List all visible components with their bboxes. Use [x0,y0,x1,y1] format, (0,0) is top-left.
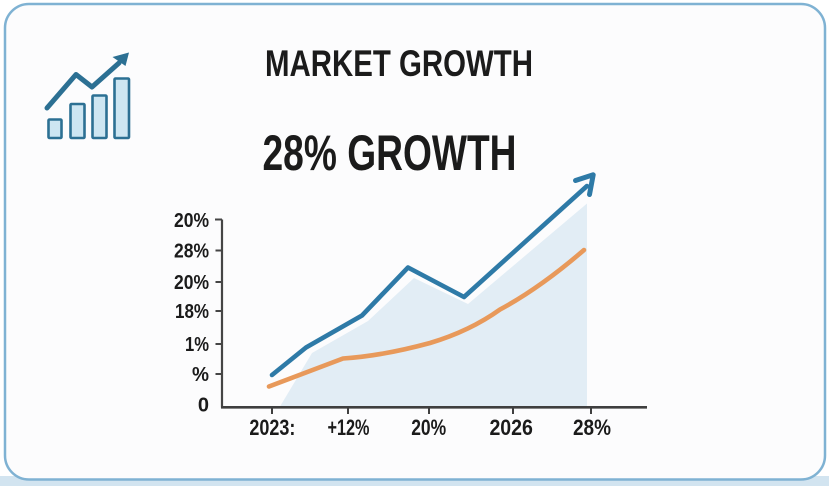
svg-text:+12%: +12% [328,415,370,440]
svg-text:MARKET GROWTH: MARKET GROWTH [265,43,533,84]
svg-text:2026: 2026 [489,415,533,440]
svg-text:%: % [192,364,209,386]
svg-text:2023:: 2023: [249,415,295,440]
svg-text:20%: 20% [411,415,446,440]
svg-text:20%: 20% [174,210,209,232]
svg-text:0: 0 [198,395,209,417]
svg-text:20%: 20% [174,272,209,294]
svg-text:28% GROWTH: 28% GROWTH [263,125,517,181]
svg-text:1%: 1% [185,334,209,356]
svg-text:28%: 28% [174,241,209,263]
svg-text:18%: 18% [175,301,209,323]
svg-text:28%: 28% [573,415,611,440]
